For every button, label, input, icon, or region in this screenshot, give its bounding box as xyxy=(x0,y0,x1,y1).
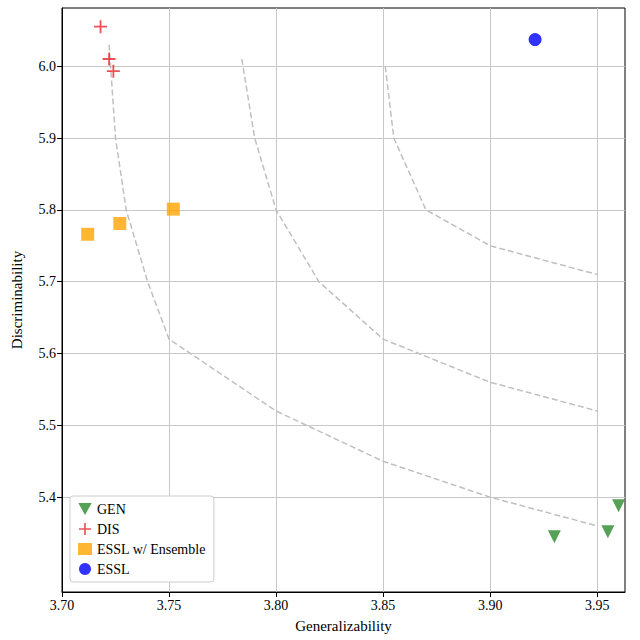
svg-text:GEN: GEN xyxy=(97,502,126,517)
svg-text:5.5: 5.5 xyxy=(39,418,57,433)
svg-text:3.95: 3.95 xyxy=(585,598,610,613)
svg-text:DIS: DIS xyxy=(97,522,120,537)
svg-text:3.75: 3.75 xyxy=(157,598,182,613)
svg-text:6.0: 6.0 xyxy=(39,59,57,74)
svg-text:3.70: 3.70 xyxy=(50,598,75,613)
svg-text:3.90: 3.90 xyxy=(478,598,503,613)
svg-text:Generalizability: Generalizability xyxy=(295,618,392,634)
svg-text:5.9: 5.9 xyxy=(39,131,57,146)
svg-text:5.4: 5.4 xyxy=(39,490,57,505)
svg-text:Discriminability: Discriminability xyxy=(9,250,25,349)
svg-text:5.7: 5.7 xyxy=(39,274,57,289)
svg-text:ESSL: ESSL xyxy=(97,562,130,577)
svg-text:3.80: 3.80 xyxy=(264,598,289,613)
svg-text:5.6: 5.6 xyxy=(39,346,57,361)
svg-text:ESSL w/ Ensemble: ESSL w/ Ensemble xyxy=(97,542,205,557)
svg-text:3.85: 3.85 xyxy=(371,598,396,613)
svg-text:5.8: 5.8 xyxy=(39,202,57,217)
